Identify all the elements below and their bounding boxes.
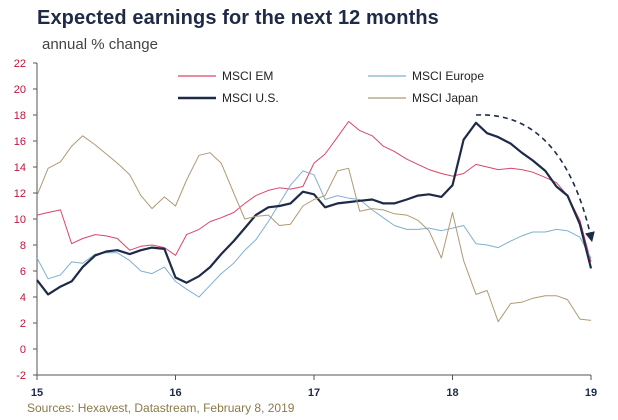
legend-label-msci-japan: MSCI Japan <box>412 91 478 105</box>
y-tick-label: 18 <box>14 110 26 122</box>
legend-label-msci-europe: MSCI Europe <box>412 69 484 83</box>
x-tick-label: 15 <box>31 387 43 399</box>
chart-subtitle: annual % change <box>42 36 158 53</box>
x-tick-label: 16 <box>169 387 181 399</box>
chart-title: Expected earnings for the next 12 months <box>37 7 439 29</box>
y-tick-label: 20 <box>14 84 26 96</box>
y-tick-label: 8 <box>20 240 26 252</box>
legend-label-msci-u-s: MSCI U.S. <box>222 91 279 105</box>
x-tick-label: 18 <box>446 387 458 399</box>
series-line-msci-u-s <box>36 121 593 296</box>
series-line-msci-em <box>36 121 592 263</box>
trend-arrow <box>476 114 595 243</box>
y-tick-label: 16 <box>14 136 26 148</box>
x-tick-label: 17 <box>308 387 320 399</box>
y-tick-label: 4 <box>20 292 26 304</box>
y-tick-label: 2 <box>20 318 26 330</box>
y-tick-label: 22 <box>14 58 26 70</box>
y-tick-label: 14 <box>14 162 26 174</box>
series-line-msci-japan <box>36 135 592 323</box>
series-line-msci-europe <box>36 170 592 298</box>
y-tick-label: -2 <box>16 370 26 382</box>
legend-label-msci-em: MSCI EM <box>222 69 273 83</box>
y-tick-label: 12 <box>14 188 26 200</box>
y-tick-label: 0 <box>20 344 26 356</box>
x-tick-label: 19 <box>585 387 597 399</box>
source-note: Sources: Hexavest, Datastream, February … <box>27 401 295 415</box>
y-tick-label: 10 <box>14 214 26 226</box>
y-tick-label: 6 <box>20 266 26 278</box>
